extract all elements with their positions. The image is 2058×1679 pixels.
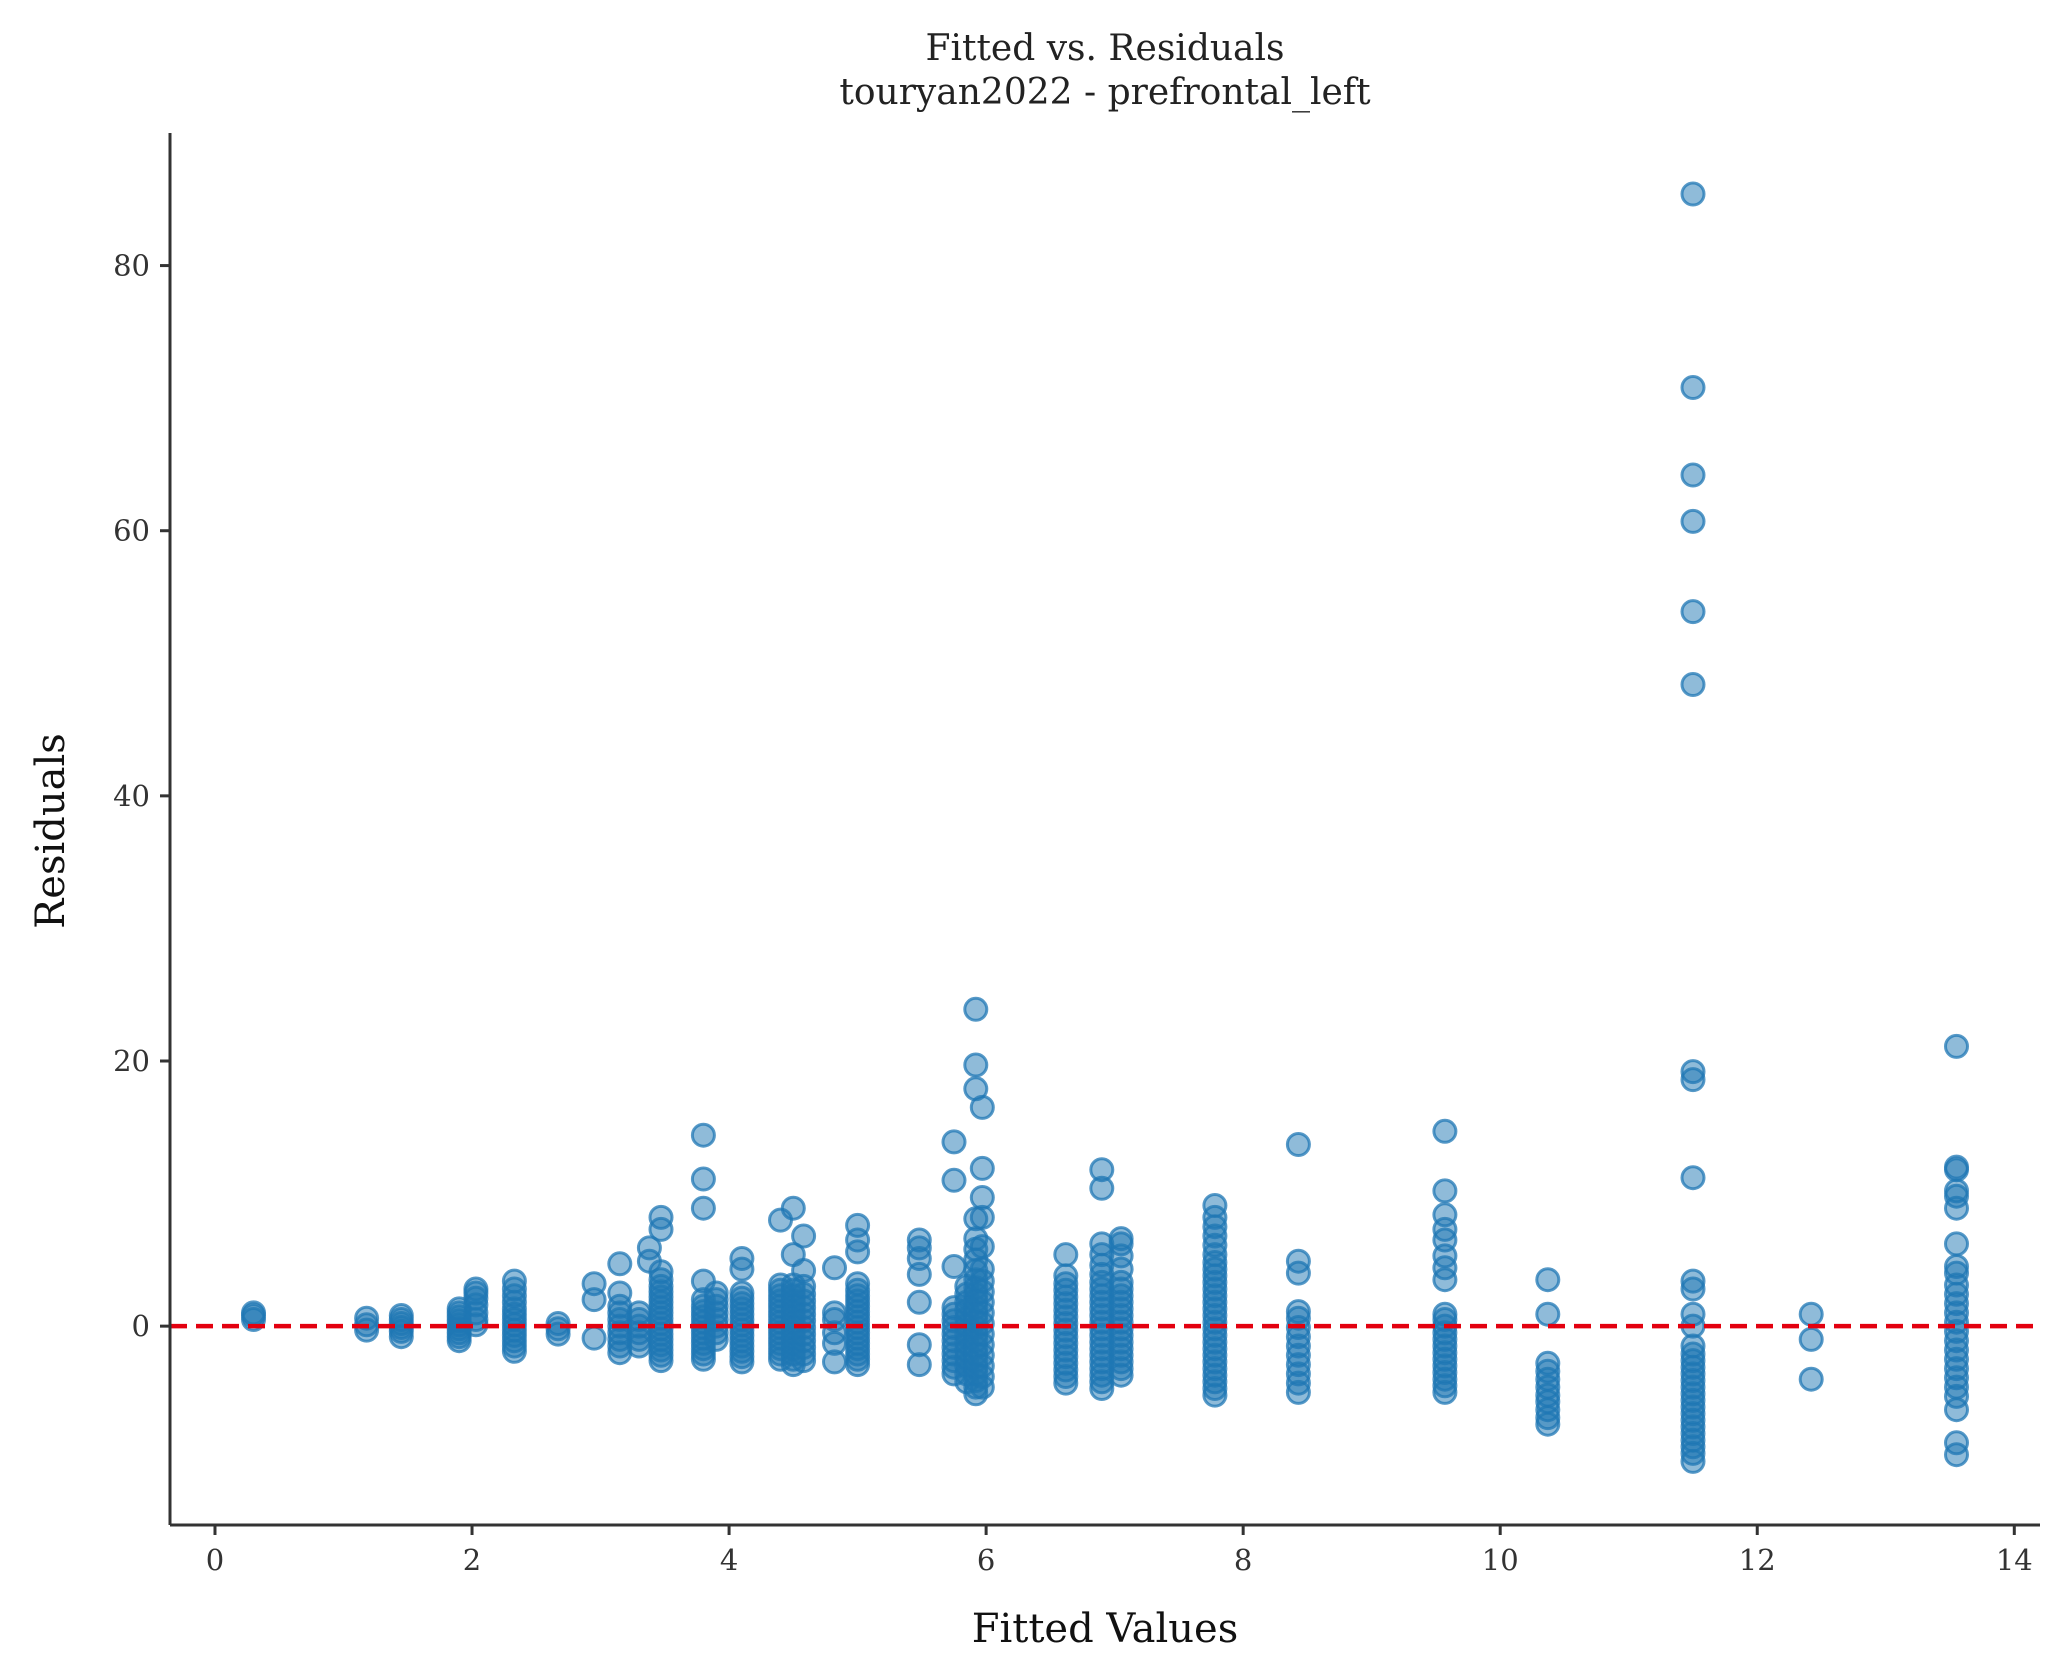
data-point	[822, 1255, 847, 1281]
data-point	[845, 1212, 871, 1238]
data-point	[1535, 1267, 1561, 1293]
data-point	[501, 1268, 527, 1294]
data-point	[1944, 1231, 1969, 1257]
data-point	[906, 1227, 932, 1253]
data-point	[1680, 375, 1706, 400]
y-tick-label: 40	[113, 779, 150, 813]
data-point	[1432, 1118, 1458, 1144]
data-point	[1285, 1248, 1311, 1274]
data-point	[1944, 1033, 1969, 1059]
data-point	[1432, 1301, 1458, 1327]
data-point	[822, 1300, 847, 1326]
data-point	[729, 1280, 755, 1306]
data-point	[791, 1258, 817, 1283]
data-point	[1535, 1301, 1561, 1327]
data-point	[1285, 1132, 1311, 1157]
y-tick-label: 20	[113, 1044, 150, 1078]
data-point	[1285, 1299, 1311, 1325]
data-point	[354, 1305, 380, 1331]
data-point	[1680, 1268, 1706, 1294]
data-point	[1680, 462, 1706, 488]
data-point	[607, 1251, 633, 1277]
data-point	[703, 1280, 729, 1306]
data-point	[1944, 1430, 1969, 1456]
y-axis-label: Residuals	[28, 733, 74, 929]
data-point	[1680, 672, 1706, 697]
data-point	[1089, 1157, 1115, 1183]
data-point	[1680, 1301, 1706, 1327]
data-point	[581, 1271, 607, 1297]
x-tick-label: 2	[463, 1543, 481, 1577]
data-point	[1202, 1193, 1228, 1218]
data-point	[607, 1280, 633, 1306]
x-axis-label: Fitted Values	[972, 1606, 1239, 1652]
data-point	[791, 1223, 817, 1249]
data-point	[969, 1256, 995, 1282]
data-point	[1944, 1178, 1969, 1204]
data-point	[626, 1300, 652, 1326]
data-point	[545, 1311, 571, 1336]
data-point	[463, 1276, 489, 1302]
data-point	[388, 1303, 414, 1328]
x-tick-label: 6	[977, 1543, 995, 1577]
x-tick-label: 0	[206, 1543, 224, 1577]
data-point	[780, 1195, 806, 1221]
data-point	[969, 1234, 995, 1260]
data-point	[241, 1300, 266, 1326]
y-axis-ticks: 0 20 40 60 80	[113, 249, 170, 1343]
data-point	[648, 1204, 674, 1230]
data-point	[941, 1254, 967, 1279]
data-point	[581, 1325, 607, 1351]
y-tick-label: 60	[113, 514, 150, 548]
data-point	[648, 1259, 674, 1285]
data-point	[1108, 1226, 1134, 1252]
data-point	[1053, 1242, 1079, 1268]
x-tick-label: 8	[1234, 1543, 1252, 1577]
x-axis-ticks: 0 2 4 6 8 10 12 14	[206, 1525, 2033, 1577]
data-point	[969, 1094, 995, 1120]
data-point	[906, 1332, 932, 1358]
chart-subtitle: touryan2022 - prefrontal_left	[839, 72, 1371, 113]
data-point	[1053, 1263, 1079, 1289]
data-point	[1535, 1350, 1561, 1376]
y-tick-label: 0	[132, 1309, 150, 1343]
data-point	[1798, 1326, 1824, 1352]
data-point	[969, 1185, 995, 1210]
data-point	[690, 1166, 716, 1192]
x-tick-label: 4	[720, 1543, 738, 1577]
y-tick-label: 80	[113, 249, 150, 283]
data-point	[1432, 1202, 1458, 1228]
x-tick-label: 12	[1739, 1543, 1776, 1577]
x-tick-label: 14	[1996, 1543, 2033, 1577]
data-point	[1680, 181, 1706, 207]
data-point	[845, 1271, 871, 1297]
data-point	[969, 1155, 995, 1181]
data-point	[941, 1167, 967, 1193]
data-point	[1798, 1366, 1824, 1392]
data-point	[729, 1246, 755, 1271]
data-point	[1680, 1059, 1706, 1085]
data-point	[1798, 1301, 1824, 1327]
scatter-points	[241, 181, 1969, 1474]
data-point	[1680, 1165, 1706, 1191]
data-point	[1680, 599, 1706, 625]
data-point	[963, 1052, 989, 1078]
data-point	[941, 1129, 967, 1155]
data-point	[906, 1289, 932, 1315]
data-point	[1432, 1178, 1458, 1204]
data-point	[1944, 1254, 1969, 1279]
data-point	[1680, 508, 1706, 534]
data-point	[1944, 1154, 1969, 1180]
x-tick-label: 10	[1482, 1543, 1519, 1577]
data-point	[963, 996, 989, 1022]
chart-title: Fitted vs. Residuals	[926, 28, 1285, 69]
data-point	[690, 1195, 716, 1221]
data-point	[690, 1122, 716, 1148]
